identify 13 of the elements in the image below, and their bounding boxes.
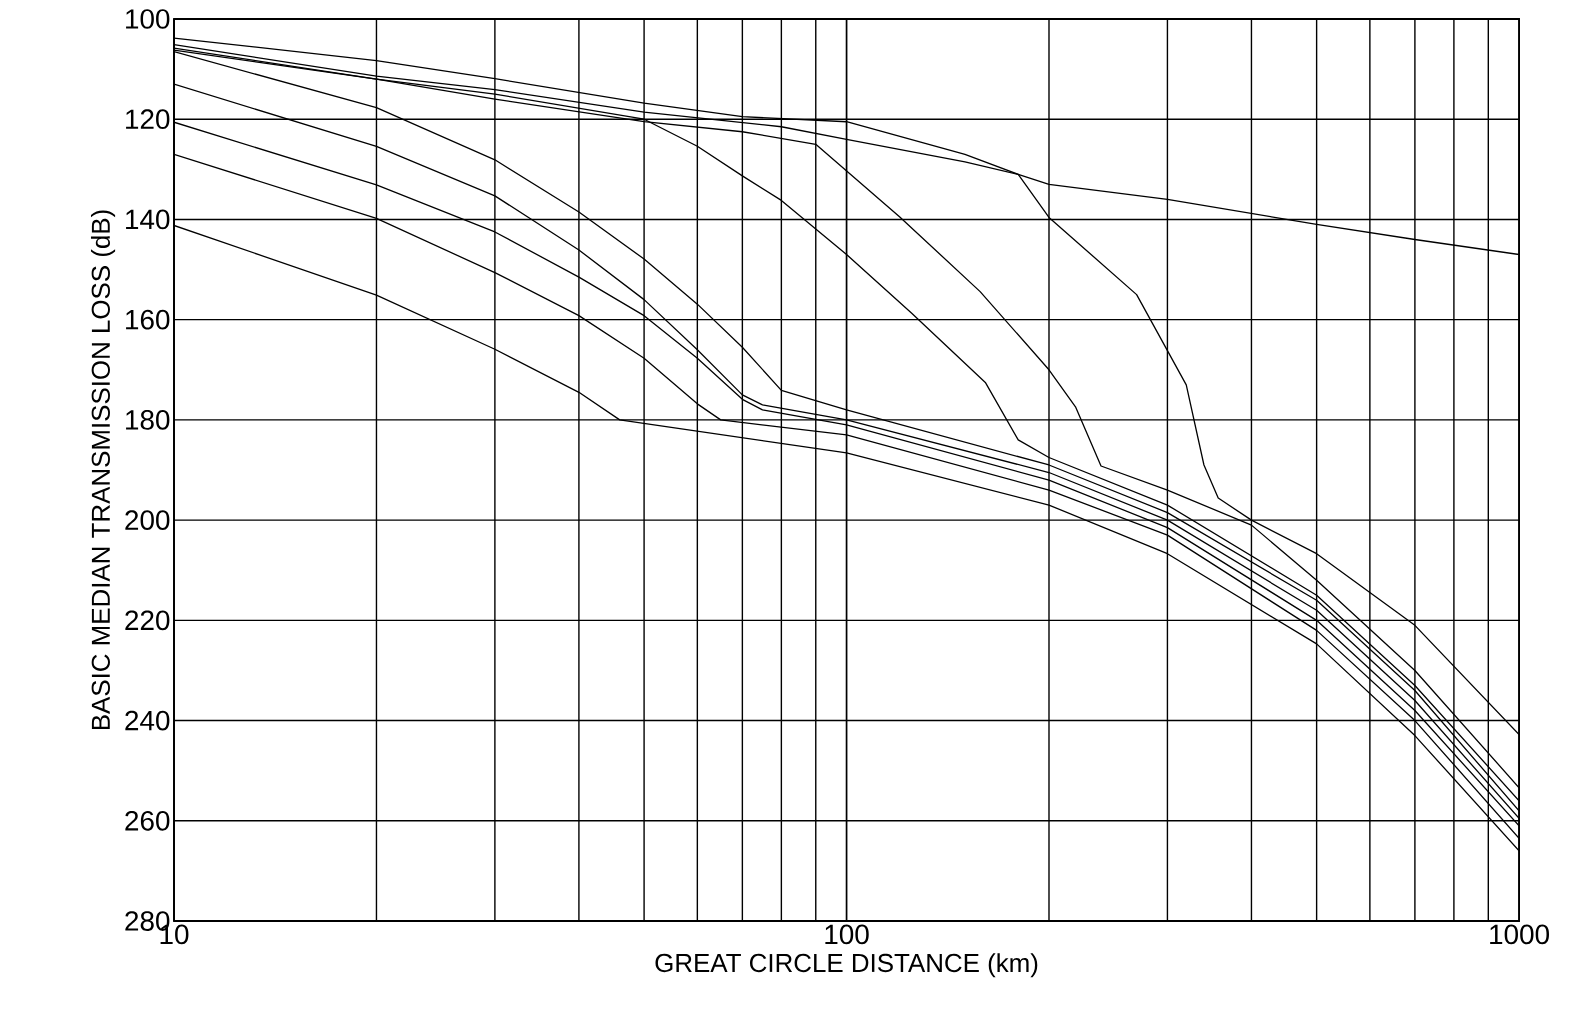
x-tick-label: 100 — [825, 924, 869, 945]
y-axis-title: BASIC MEDIAN TRANSMISSION LOSS (dB) — [90, 210, 116, 730]
y-tick-label: 240 — [125, 710, 170, 731]
y-tick-label: 100 — [126, 9, 170, 29]
x-axis-title: GREAT CIRCLE DISTANCE (km) — [655, 953, 1038, 978]
y-tick-label: 260 — [125, 810, 170, 831]
y-tick-label: 180 — [126, 410, 170, 430]
x-tick-label: 1000 — [1490, 924, 1549, 945]
y-tick-label: 120 — [126, 109, 170, 130]
y-tick-label: 200 — [125, 510, 170, 530]
y-tick-label: 140 — [126, 209, 170, 230]
y-tick-label: 160 — [126, 309, 170, 330]
y-tick-label: 220 — [125, 610, 170, 631]
